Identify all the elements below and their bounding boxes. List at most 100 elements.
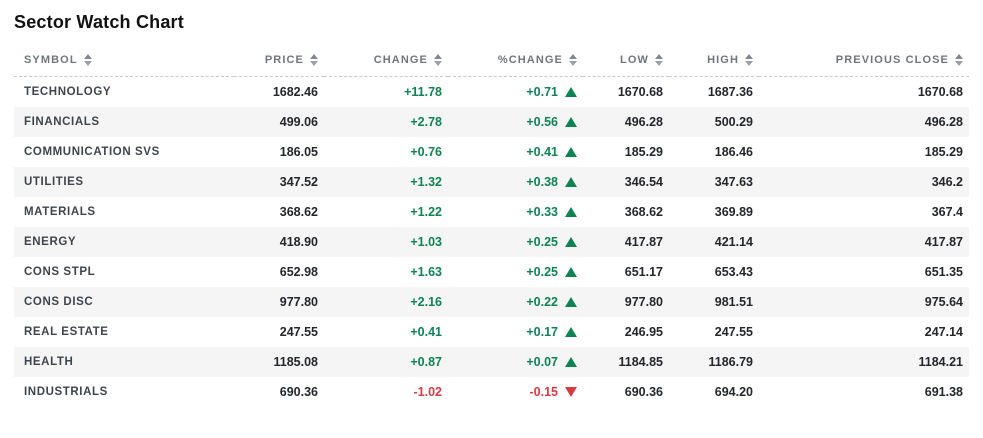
symbol-cell: REAL ESTATE: [24, 325, 109, 338]
change-cell: +1.22: [410, 204, 442, 219]
change-cell: +0.76: [410, 144, 442, 159]
high-cell: 653.43: [714, 264, 753, 279]
low-cell: 185.29: [624, 144, 663, 159]
sort-up-arrow-icon: [569, 54, 577, 60]
symbol-cell: CONS STPL: [24, 265, 96, 278]
table-row: MATERIALS 368.62 +1.22 +0.33 368.62 369.…: [14, 197, 969, 227]
pct-change-cell: +0.33: [448, 197, 583, 227]
column-header-high[interactable]: HIGH: [669, 48, 759, 78]
pct-change-value: +0.25: [526, 264, 558, 279]
price-cell: 652.98: [279, 264, 318, 279]
sort-up-arrow-icon: [655, 54, 663, 60]
pct-change-cell: -0.15: [448, 377, 583, 407]
sort-up-arrow-icon: [434, 54, 442, 60]
prev-close-cell: 247.14: [924, 324, 963, 339]
pct-change-cell: +0.17: [448, 317, 583, 347]
trend-up-icon: [565, 116, 577, 127]
sort-up-arrow-icon: [745, 54, 753, 60]
symbol-cell: FINANCIALS: [24, 115, 100, 128]
change-cell: +1.03: [410, 234, 442, 249]
table-header-row: SYMBOL PRICE CHANGE %CHANGE: [14, 48, 969, 78]
page-title: Sector Watch Chart: [14, 12, 184, 32]
symbol-cell: UTILITIES: [24, 175, 84, 188]
column-header-label: SYMBOL: [24, 54, 78, 67]
low-cell: 690.36: [624, 384, 663, 399]
trend-up-icon: [565, 356, 577, 367]
prev-close-cell: 417.87: [924, 234, 963, 249]
pct-change-value: +0.07: [526, 354, 558, 369]
trend-up-icon: [565, 266, 577, 277]
change-cell: +1.32: [410, 174, 442, 189]
column-header-label: %CHANGE: [497, 54, 563, 67]
prev-close-cell: 975.64: [924, 294, 963, 309]
sort-up-arrow-icon: [310, 54, 318, 60]
symbol-cell: CONS DISC: [24, 295, 94, 308]
table-row: FINANCIALS 499.06 +2.78 +0.56 496.28 500…: [14, 106, 969, 137]
sort-icon[interactable]: [745, 54, 753, 67]
change-cell: -1.02: [413, 384, 443, 399]
pct-change-cell: +0.25: [448, 257, 583, 287]
change-cell: +0.87: [410, 354, 442, 369]
pct-change-cell: +0.22: [448, 287, 583, 317]
trend-up-icon: [565, 296, 577, 307]
sort-down-arrow-icon: [655, 61, 663, 67]
sort-down-arrow-icon: [310, 61, 318, 67]
pct-change-value: +0.71: [526, 84, 558, 99]
price-cell: 247.55: [279, 324, 318, 339]
price-cell: 418.90: [279, 234, 318, 249]
high-cell: 981.51: [714, 294, 753, 309]
sort-icon[interactable]: [655, 54, 663, 67]
sort-up-arrow-icon: [83, 54, 92, 60]
price-cell: 499.06: [279, 114, 318, 129]
sort-down-arrow-icon: [745, 61, 753, 67]
pct-change-value: -0.15: [529, 384, 559, 399]
low-cell: 246.95: [624, 324, 663, 339]
sort-icon[interactable]: [310, 54, 318, 67]
pct-change-value: +0.56: [526, 114, 558, 129]
trend-up-icon: [565, 206, 577, 217]
pct-change-value: +0.17: [526, 324, 558, 339]
pct-change-cell: +0.25: [448, 227, 583, 257]
prev-close-cell: 651.35: [924, 264, 963, 279]
price-cell: 347.52: [279, 174, 318, 189]
column-header-previous-close[interactable]: PREVIOUS CLOSE: [759, 48, 969, 78]
symbol-cell: COMMUNICATION SVS: [24, 145, 160, 158]
low-cell: 368.62: [624, 204, 663, 219]
column-header-change[interactable]: CHANGE: [324, 48, 448, 78]
column-header-low[interactable]: LOW: [583, 48, 669, 78]
pct-change-value: +0.41: [526, 144, 558, 159]
column-header-price[interactable]: PRICE: [234, 48, 324, 78]
sort-icon[interactable]: [955, 54, 963, 67]
trend-up-icon: [565, 86, 577, 97]
prev-close-cell: 185.29: [924, 144, 963, 159]
table-row: CONS DISC 977.80 +2.16 +0.22 977.80 981.…: [14, 286, 969, 317]
pct-change-value: +0.25: [526, 234, 558, 249]
symbol-cell: MATERIALS: [24, 205, 96, 218]
low-cell: 346.54: [624, 174, 663, 189]
change-cell: +2.16: [410, 294, 442, 309]
table-row: TECHNOLOGY 1682.46 +11.78 +0.71 1670.68 …: [14, 77, 969, 107]
sort-icon[interactable]: [83, 54, 92, 67]
pct-change-value: +0.33: [526, 204, 558, 219]
symbol-cell: ENERGY: [24, 235, 77, 248]
table-row: CONS STPL 652.98 +1.63 +0.25 651.17 653.…: [14, 257, 969, 287]
symbol-cell: TECHNOLOGY: [24, 85, 112, 98]
symbol-cell: INDUSTRIALS: [24, 385, 108, 398]
low-cell: 651.17: [624, 264, 663, 279]
symbol-cell: HEALTH: [24, 355, 74, 368]
sort-down-arrow-icon: [569, 61, 577, 67]
table-row: ENERGY 418.90 +1.03 +0.25 417.87 421.14 …: [14, 226, 969, 257]
high-cell: 369.89: [714, 204, 753, 219]
prev-close-cell: 367.4: [931, 204, 963, 219]
trend-up-icon: [565, 176, 577, 187]
column-header-pct-change[interactable]: %CHANGE: [448, 48, 583, 78]
sort-icon[interactable]: [569, 54, 577, 67]
sort-icon[interactable]: [434, 54, 442, 67]
pct-change-cell: +0.41: [448, 137, 583, 167]
column-header-symbol[interactable]: SYMBOL: [14, 48, 234, 78]
change-cell: +11.78: [404, 84, 442, 99]
prev-close-cell: 1670.68: [917, 84, 963, 99]
prev-close-cell: 691.38: [924, 384, 963, 399]
column-header-label: LOW: [620, 54, 649, 67]
pct-change-cell: +0.07: [448, 347, 583, 377]
